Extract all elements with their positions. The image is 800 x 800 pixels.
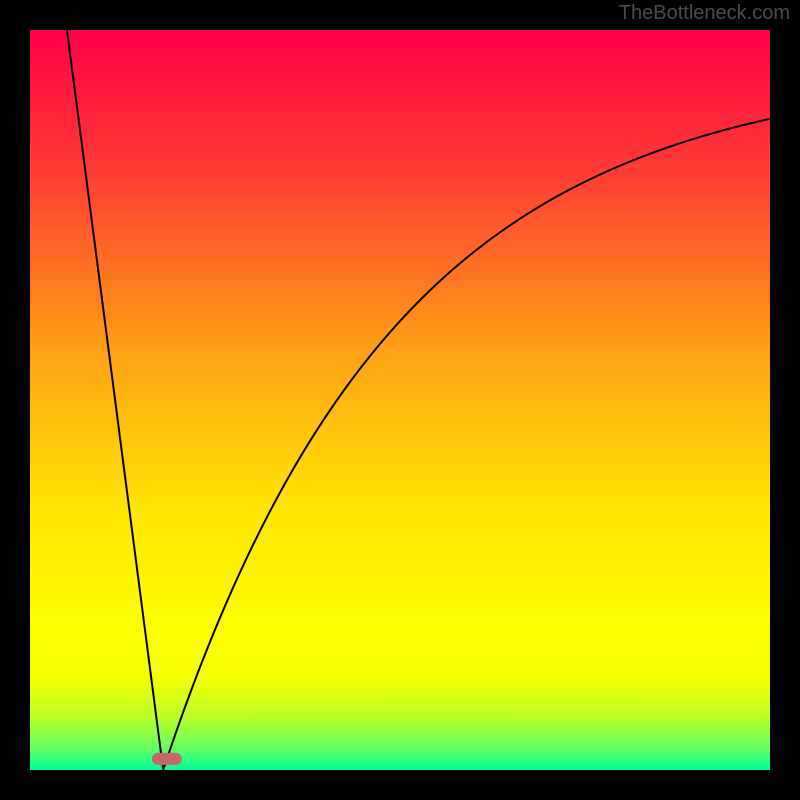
frame-border [770, 0, 800, 800]
optimal-marker [152, 753, 182, 765]
watermark-text: TheBottleneck.com [619, 2, 790, 25]
chart-container: TheBottleneck.com [0, 0, 800, 800]
frame-border [0, 0, 30, 800]
frame-border [0, 770, 800, 800]
plot-background [30, 30, 770, 770]
bottleneck-chart [0, 0, 800, 800]
